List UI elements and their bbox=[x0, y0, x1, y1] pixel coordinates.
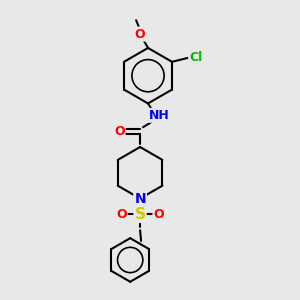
Text: O: O bbox=[114, 125, 124, 138]
Text: O: O bbox=[154, 208, 164, 221]
Text: S: S bbox=[135, 207, 146, 222]
Text: Cl: Cl bbox=[189, 51, 203, 64]
Text: O: O bbox=[135, 28, 146, 40]
Text: NH: NH bbox=[148, 109, 169, 122]
Text: N: N bbox=[134, 191, 146, 206]
Text: O: O bbox=[116, 208, 127, 221]
